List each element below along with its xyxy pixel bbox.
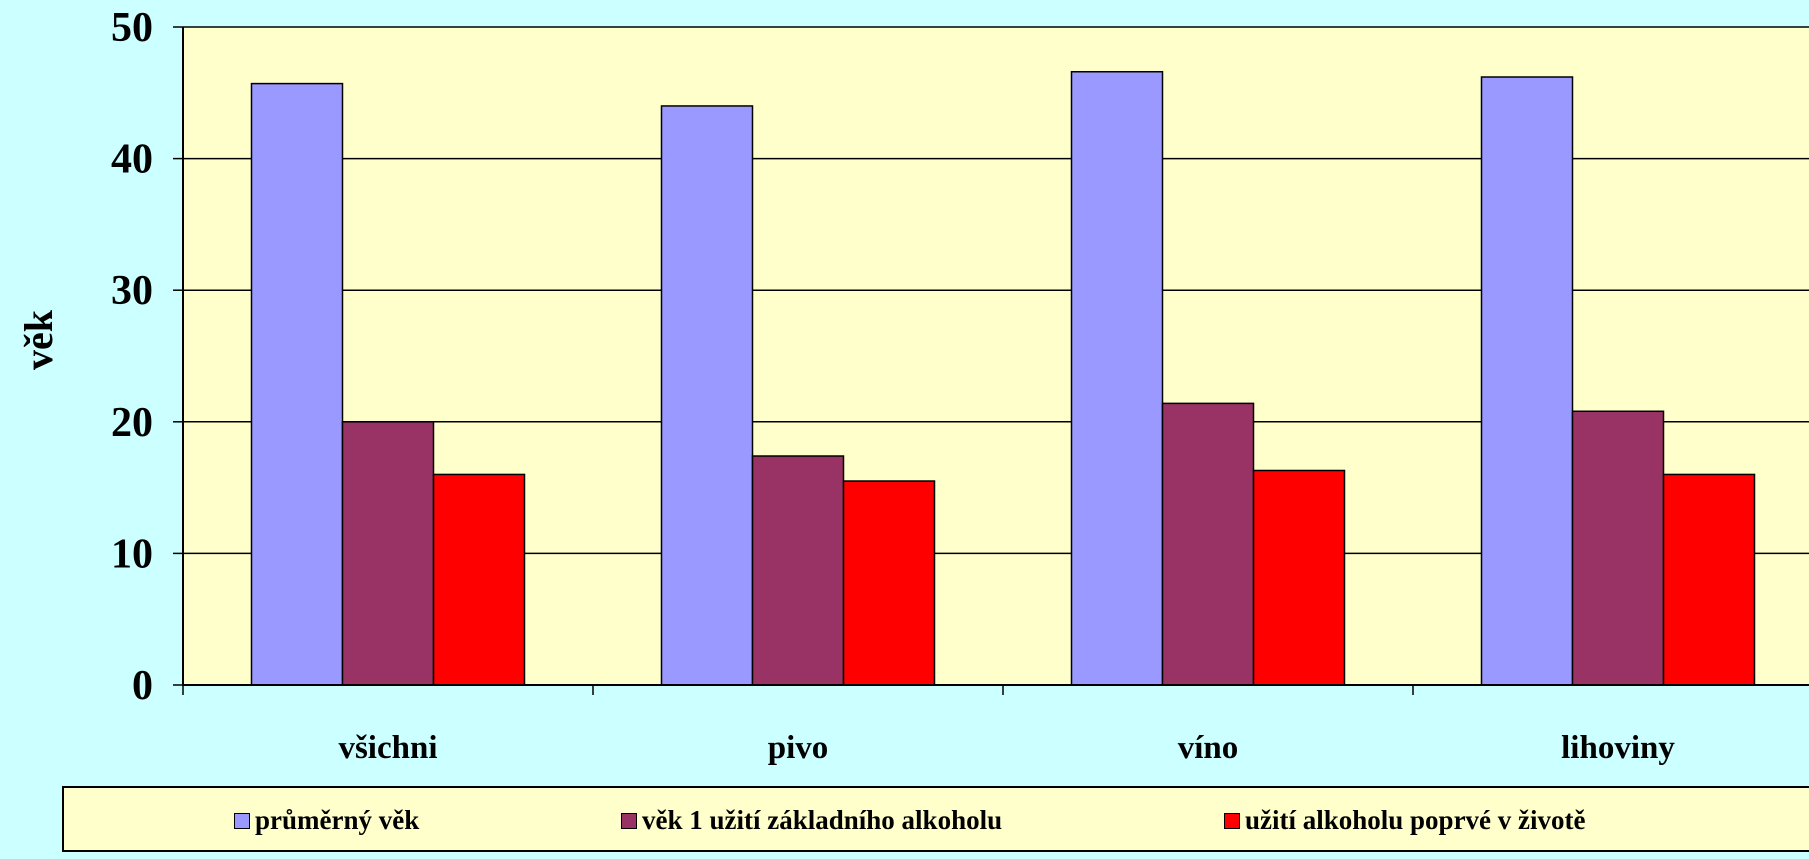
- bar-2-2: [751, 455, 845, 686]
- legend-item-first-basic-alcohol: věk 1 užití základního alkoholu: [621, 805, 1002, 836]
- legend-label-first-basic-alcohol: věk 1 užití základního alkoholu: [642, 805, 1003, 835]
- legend-label-average-age: průměrný věk: [255, 805, 420, 835]
- legend-swatch-first-basic-alcohol: [621, 812, 637, 829]
- x-tick-label: lihoviny: [1561, 730, 1675, 766]
- bar-1-2: [660, 105, 754, 686]
- x-tick-label: pivo: [768, 730, 829, 766]
- bars: [250, 70, 1756, 686]
- y-tick-label: 40: [111, 137, 153, 183]
- bar-3-3: [1252, 469, 1346, 686]
- bar-3-4: [1662, 473, 1756, 686]
- bar-3-2: [842, 480, 936, 686]
- bar-1-3: [1070, 70, 1164, 686]
- legend: průměrný věk věk 1 užití základního alko…: [62, 786, 1809, 852]
- y-axis-label: věk: [16, 309, 61, 370]
- legend-item-first-alcohol-in-life: užití alkoholu poprvé v životě: [1224, 805, 1586, 836]
- bar-3-1: [432, 473, 526, 686]
- y-tick-labels: 0 10 20 30 40 50: [111, 5, 153, 709]
- y-tick-label: 20: [111, 400, 153, 446]
- legend-item-average-age: průměrný věk: [234, 805, 419, 836]
- bar-1-1: [250, 82, 344, 686]
- legend-label-first-alcohol-in-life: užití alkoholu poprvé v životě: [1245, 805, 1586, 835]
- x-tick-labels: všichni pivo víno lihoviny: [338, 730, 1675, 766]
- bar-1-4: [1480, 76, 1574, 686]
- y-tick-label: 0: [132, 663, 153, 709]
- y-tick-label: 50: [111, 5, 153, 51]
- legend-swatch-first-alcohol-in-life: [1224, 812, 1240, 829]
- y-tick-label: 30: [111, 268, 153, 314]
- bar-2-3: [1161, 402, 1255, 686]
- legend-swatch-average-age: [234, 812, 250, 829]
- bar-2-4: [1571, 410, 1665, 686]
- axes: [173, 26, 1809, 695]
- y-tick-label: 10: [111, 531, 153, 577]
- x-tick-label: víno: [1178, 730, 1239, 766]
- x-tick-label: všichni: [338, 730, 437, 766]
- bar-2-1: [341, 421, 435, 686]
- bar-chart: 0 10 20 30 40 50 všichni pivo víno lihoviny věk: [16, 5, 1809, 766]
